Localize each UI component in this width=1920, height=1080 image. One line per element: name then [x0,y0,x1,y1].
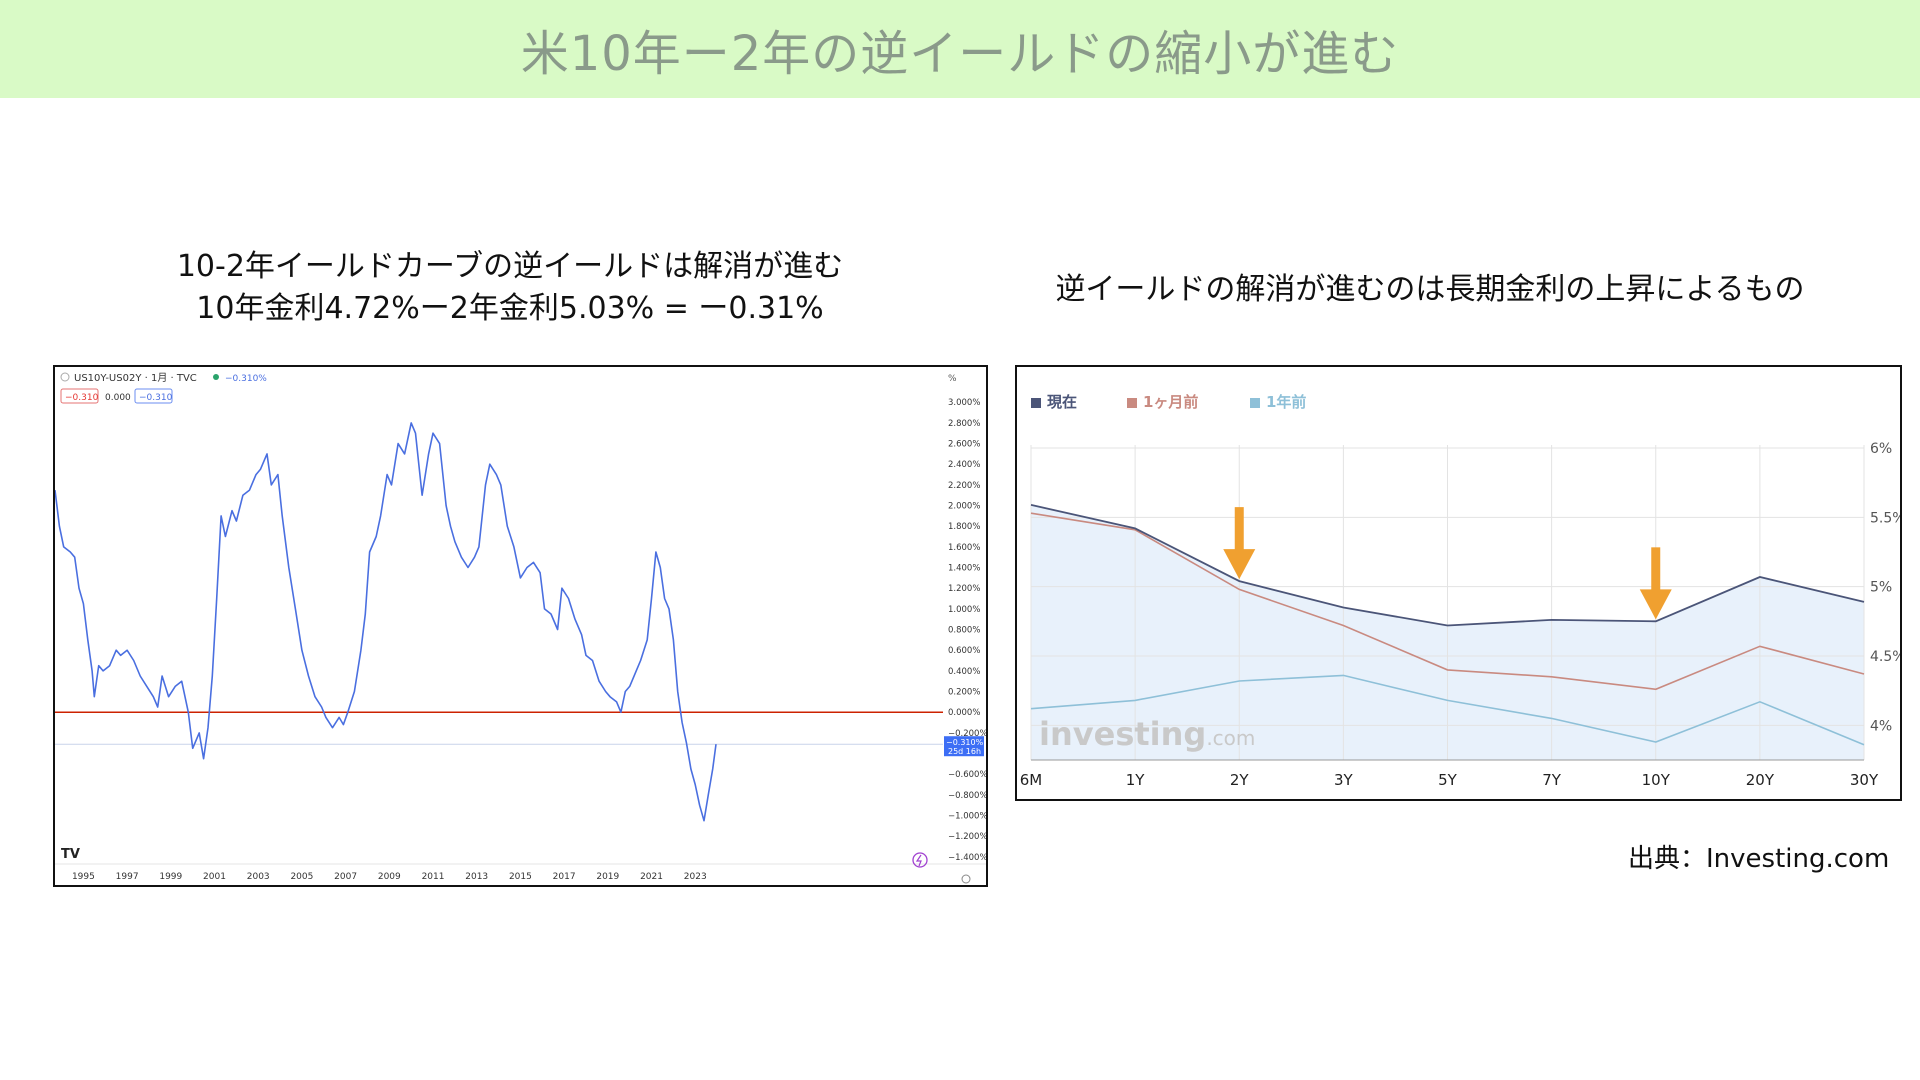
y-tick-label: 4.5% [1870,649,1900,665]
legend-label: 1年前 [1266,393,1306,411]
y-tick-label: 1.400% [948,564,980,574]
y-tick-label: 1.000% [948,605,980,615]
x-tick-label: 2013 [465,872,488,882]
y-tick-label: 2.800% [948,419,980,429]
y-tick-label: 1.800% [948,522,980,532]
y-tick-label: 2.400% [948,460,980,470]
y-tick-label: 0.800% [948,626,980,636]
legend-swatch [1250,398,1260,408]
x-tick-label: 5Y [1438,771,1458,789]
x-tick-label: 20Y [1746,771,1775,789]
y-tick-label: −1.400% [948,853,986,863]
y-tick-label: −0.800% [948,791,986,801]
source-credit: 出典：Investing.com [1628,844,1890,874]
price-tag-value: −0.310% [946,738,984,747]
series-line-one-year [1030,674,1865,746]
x-tick-label: 2011 [422,872,445,882]
legend-swatch [1031,398,1041,408]
y-tick-label: 3.000% [948,398,980,408]
lightning-glyph [915,854,922,867]
x-tick-label: 30Y [1850,771,1879,789]
left-caption-line1: 10-2年イールドカーブの逆イールドは解消が進む [176,249,844,284]
x-tick-label: 2001 [203,872,226,882]
y-tick-label: 1.200% [948,584,980,594]
x-tick-label: 1997 [116,872,139,882]
yield-curve-panel: 現在 1ヶ月前 1年前 6% 5.5% 5% 4.5% 4% investing.com 6M 1Y… [1015,365,1906,801]
x-tick-label: 2009 [378,872,401,882]
x-tick-label: 3Y [1334,771,1354,789]
y-tick-label: −1.200% [948,832,986,842]
spread-box-label: 0.000 [105,393,131,403]
unit-label: % [948,374,957,384]
y-tick-label: 0.200% [948,688,980,698]
symbol-label: US10Y-US02Y · 1月 · TVC [74,372,197,384]
right-caption-text: 逆イールドの解消が進むのは長期金利の上昇によるもの [1055,272,1805,307]
page-title: 米10年ー2年の逆イールドの縮小が進む [520,26,1400,82]
price-tag-countdown: 25d 16h [948,747,981,756]
yield-curve-chart: 現在 1ヶ月前 1年前 6% 5.5% 5% 4.5% 4% investing.com 6M 1Y… [1020,393,1906,789]
arrow-head [1639,589,1672,620]
x-tick-label: 2015 [509,872,532,882]
left-caption-line2: 10年金利4.72%ー2年金利5.03% = ー0.31% [196,291,824,326]
spread-chart: US10Y-US02Y · 1月 · TVC −0.310% −0.310 0.000… [54,372,988,884]
y-tick-label: −0.600% [948,770,986,780]
x-tick-label: 2017 [553,872,576,882]
tradingview-logo: TV [61,847,80,862]
x-tick-label: 10Y [1642,771,1671,789]
settings-icon [961,874,971,884]
y-tick-label: 0.000% [948,708,980,718]
spread-chart-panel: US10Y-US02Y · 1月 · TVC −0.310% −0.310 0.000… [53,365,988,887]
y-tick-label: 0.600% [948,646,980,656]
buy-box-label: −0.310 [139,393,173,403]
y-tick-label: 2.000% [948,502,980,512]
x-tick-label: 2021 [640,872,663,882]
legend-swatch [1127,398,1137,408]
lightning-icon [912,852,928,868]
series-line-one-month [1030,512,1865,691]
x-tick-label: 2Y [1230,771,1250,789]
x-tick-label: 2007 [334,872,357,882]
x-tick-label: 6M [1020,771,1043,789]
x-tick-label: 2023 [684,872,707,882]
x-tick-label: 2019 [596,872,619,882]
x-tick-label: 7Y [1542,771,1562,789]
y-tick-label: −1.000% [948,812,986,822]
last-value-label: −0.310% [225,374,267,384]
market-status-icon [213,374,219,380]
y-tick-label: 5% [1870,580,1892,596]
price-tag [944,736,984,757]
right-caption: 逆イールドの解消が進むのは長期金利の上昇によるもの [1000,268,1860,312]
title-banner: 米10年ー2年の逆イールドの縮小が進む [0,0,1920,98]
x-tick-label: 1Y [1126,771,1146,789]
sell-box [60,388,99,404]
x-tick-label: 2003 [247,872,270,882]
y-tick-label: 2.600% [948,440,980,450]
y-tick-label: 1.600% [948,543,980,553]
sell-box-label: −0.310 [65,393,99,403]
investing-watermark: investing.com [1039,715,1255,753]
arrow-head [1223,549,1256,580]
left-caption: 10-2年イールドカーブの逆イールドは解消が進む 10年金利4.72%ー2年金利… [100,245,920,331]
y-tick-label: 4% [1870,718,1892,734]
x-tick-label: 1999 [159,872,182,882]
series-line-current [1030,504,1865,627]
symbol-icon [60,372,70,382]
legend-label: 1ヶ月前 [1143,393,1198,411]
y-tick-label: −0.200% [948,729,986,739]
x-tick-label: 1995 [72,872,95,882]
legend-label: 現在 [1047,393,1077,411]
arrow-shaft [1651,547,1661,592]
spread-series-line [54,422,717,822]
y-tick-label: 2.200% [948,481,980,491]
x-tick-label: 2005 [290,872,313,882]
buy-box [134,388,173,404]
y-tick-label: 6% [1870,441,1892,457]
y-tick-label: 5.5% [1870,510,1900,526]
y-tick-label: 0.400% [948,667,980,677]
arrow-shaft [1234,507,1244,552]
